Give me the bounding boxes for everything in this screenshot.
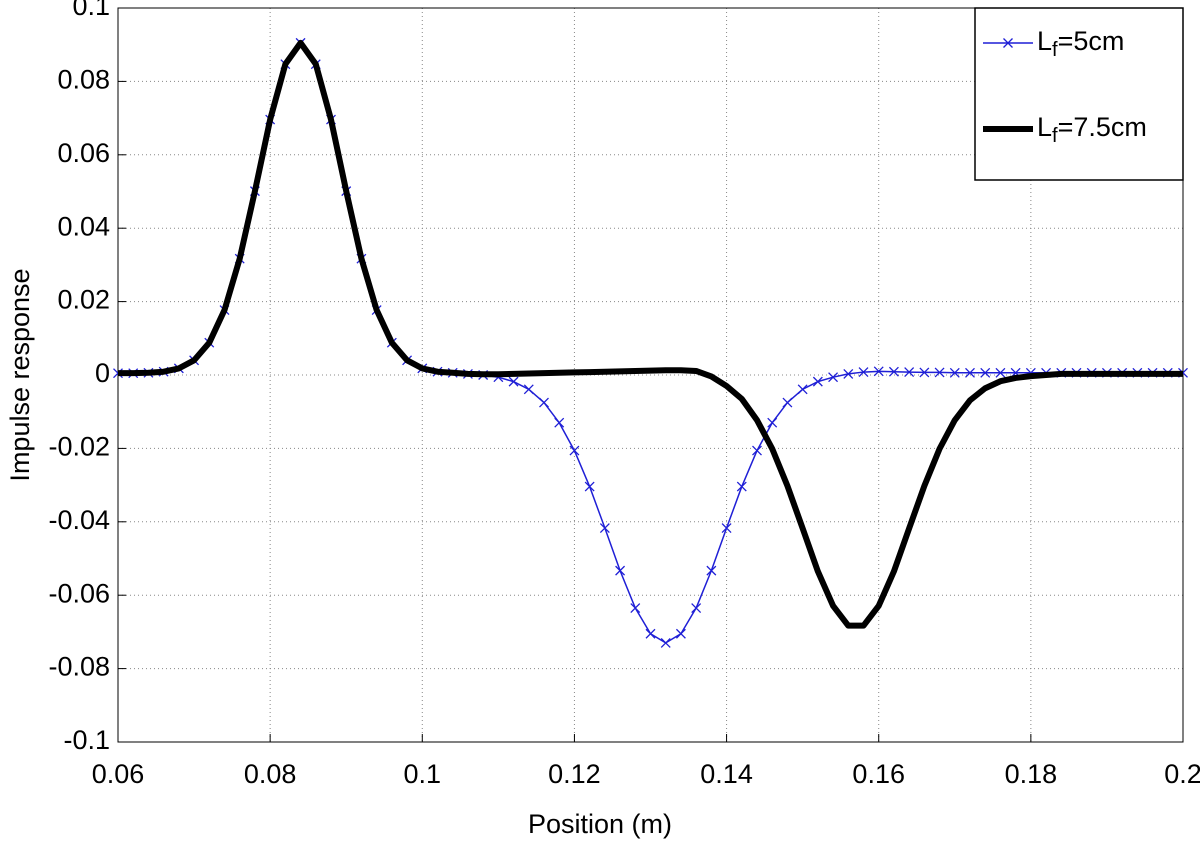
data-point [873,366,884,377]
data-point [888,366,899,377]
data-point [645,628,656,639]
data-point [782,397,793,408]
legend-label: Lf=5cm [1037,26,1124,61]
data-point [599,523,610,533]
y-tick-label: -0.08 [48,652,110,682]
legend-box [974,7,1184,181]
y-tick-label: 0.02 [57,285,110,315]
data-point [934,367,945,378]
y-tick-label: 0.1 [72,0,110,21]
y-tick-label: 0.04 [57,211,110,241]
y-tick-label: -0.06 [48,578,110,608]
x-tick-label: 0.14 [700,759,753,789]
data-point [569,445,580,456]
y-axis-label: Impulse response [5,268,35,481]
y-tick-label: -0.02 [48,432,110,462]
y-tick-label: 0.06 [57,138,110,168]
data-point [660,637,671,648]
x-tick-label: 0.1 [404,759,442,789]
data-point [797,384,808,395]
y-tick-label: -0.04 [48,505,110,535]
data-point [919,367,930,378]
legend-marker [1003,38,1013,48]
data-point [828,372,839,383]
data-point [980,367,991,378]
x-tick-label: 0.12 [548,759,601,789]
data-point [949,367,960,378]
data-point [843,368,854,379]
data-point [584,481,595,492]
data-point [767,417,778,428]
data-point [539,397,549,408]
data-point [630,603,641,614]
data-point [736,481,747,492]
data-point [508,376,519,387]
data-point [995,367,1006,378]
x-axis-label: Position (m) [528,809,672,839]
x-tick-label: 0.2 [1164,759,1200,789]
x-tick-label: 0.08 [244,759,297,789]
y-tick-label: 0.08 [57,65,110,95]
data-point [721,523,732,533]
x-tick-label: 0.16 [852,759,905,789]
data-point [615,565,626,576]
series-line [118,39,1183,629]
data-point [904,367,915,378]
data-point [965,367,975,378]
legend-label: Lf=7.5cm [1037,112,1147,147]
data-point [523,384,534,395]
data-point [752,445,762,456]
data-point [675,628,686,639]
x-tick-label: 0.18 [1005,759,1058,789]
data-point [691,603,702,614]
data-point [858,367,869,378]
y-tick-label: 0 [95,358,110,388]
data-point [812,376,823,387]
data-point [706,565,717,576]
data-point [554,417,565,428]
y-tick-label: -0.1 [63,725,110,755]
x-tick-label: 0.06 [92,759,145,789]
